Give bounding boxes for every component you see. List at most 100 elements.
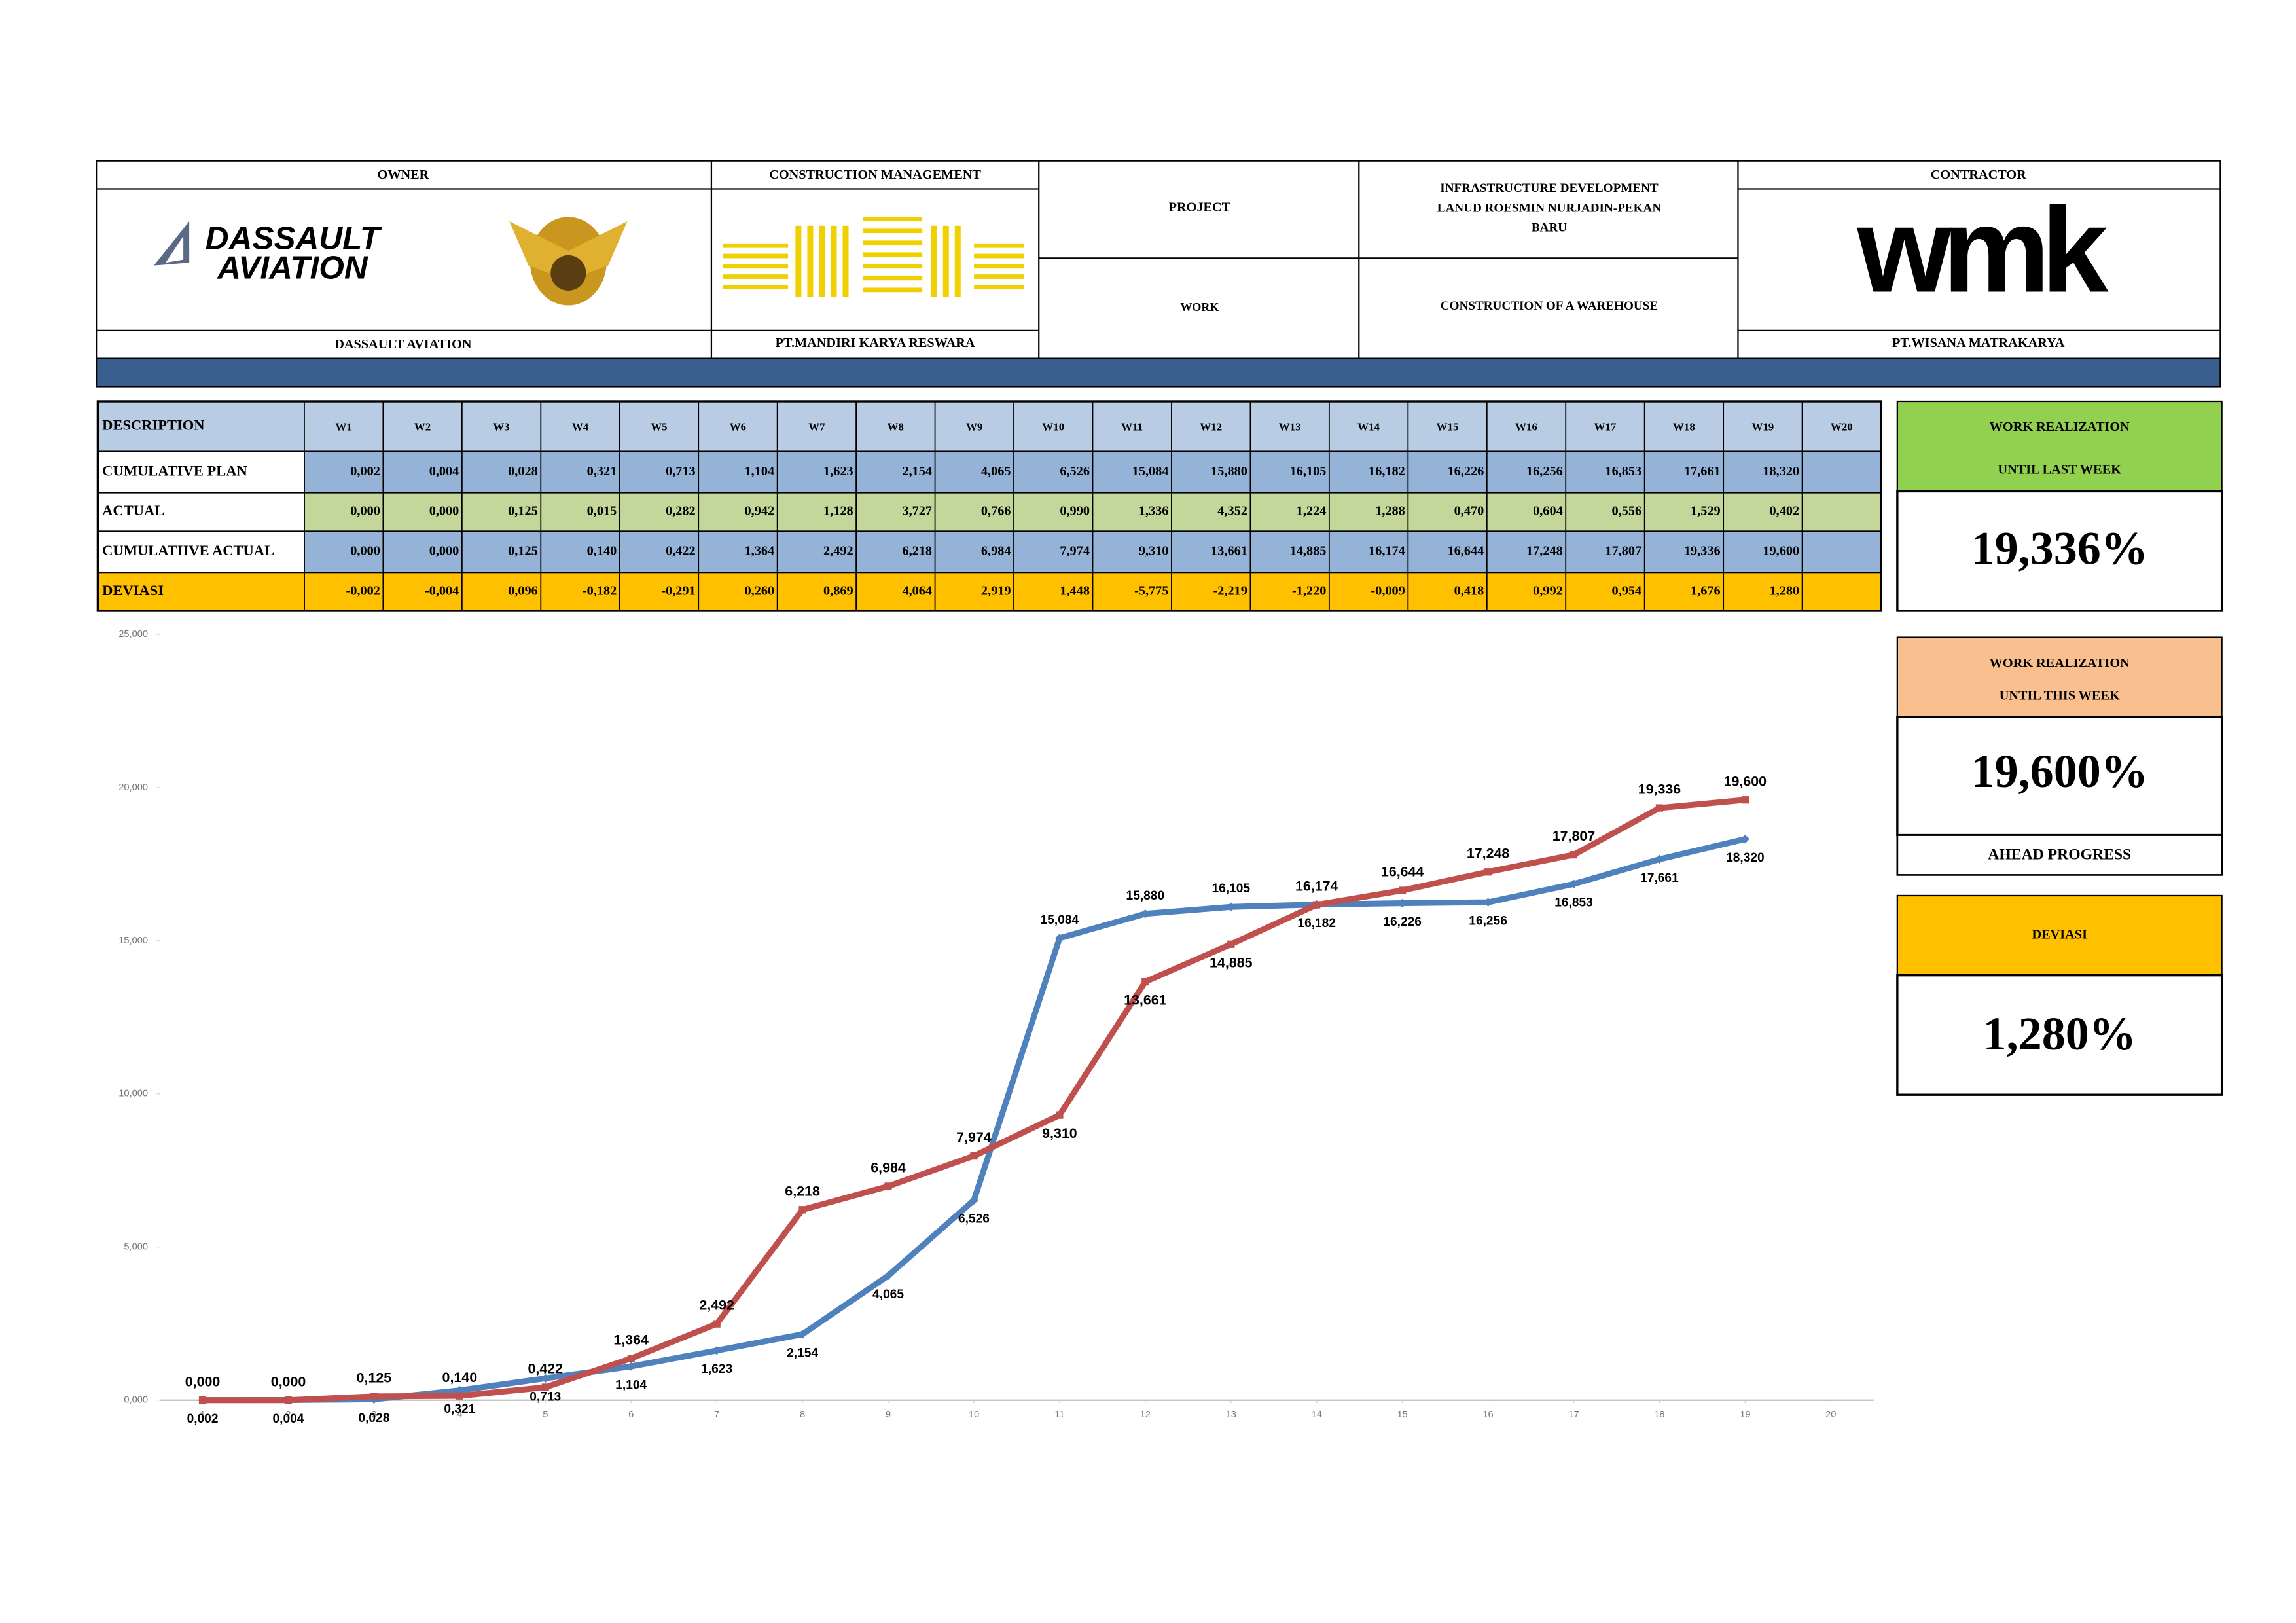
cell: 1,280 xyxy=(1769,583,1799,598)
cell: 13,661 xyxy=(1211,544,1247,558)
data-label: 16,853 xyxy=(1554,896,1593,910)
point xyxy=(1056,1111,1064,1119)
cell: -0,002 xyxy=(346,583,380,598)
data-label: 16,256 xyxy=(1469,915,1507,928)
cell: 16,182 xyxy=(1369,464,1405,479)
owner-logo-text: DASSAULT xyxy=(206,219,382,256)
point xyxy=(284,1396,293,1404)
header-band xyxy=(96,357,2221,388)
table-header: W9 xyxy=(966,420,982,433)
point xyxy=(798,1206,806,1214)
x-tick-label: 2 xyxy=(285,1410,291,1420)
cell: 0,028 xyxy=(508,464,538,479)
cell: 0,015 xyxy=(587,504,617,519)
data-label: 6,526 xyxy=(958,1213,990,1226)
cell: 0,869 xyxy=(823,583,853,598)
data-label: 18,320 xyxy=(1726,851,1765,865)
x-tick-label: 5 xyxy=(543,1410,548,1420)
cell: 1,288 xyxy=(1375,504,1405,519)
cell: 1,336 xyxy=(1139,504,1169,519)
data-label: 2,492 xyxy=(699,1298,734,1313)
cell: 19,600 xyxy=(1763,544,1799,558)
cell: 16,105 xyxy=(1290,464,1327,479)
cell: 0,000 xyxy=(429,544,459,558)
table-header: W1 xyxy=(335,420,351,433)
cell: -1,220 xyxy=(1292,583,1326,598)
point xyxy=(1483,898,1493,907)
point xyxy=(970,1152,978,1160)
owner-label: OWNER xyxy=(377,168,429,182)
x-tick-label: 18 xyxy=(1654,1410,1664,1420)
table-header: W15 xyxy=(1437,420,1459,433)
cell: 1,128 xyxy=(823,504,853,519)
point xyxy=(1313,901,1321,909)
point xyxy=(541,1383,549,1391)
cell: 7,974 xyxy=(1060,544,1090,558)
point xyxy=(627,1355,635,1362)
cell: 4,352 xyxy=(1217,504,1247,519)
data-label: 2,154 xyxy=(787,1346,818,1360)
data-label: 0,000 xyxy=(185,1374,221,1389)
cell: 4,064 xyxy=(902,583,932,598)
cell: 18,320 xyxy=(1763,464,1799,479)
work-name: CONSTRUCTION OF A WAREHOUSE xyxy=(1441,299,1658,313)
cell: 1,224 xyxy=(1297,504,1327,519)
x-tick-label: 4 xyxy=(457,1410,462,1420)
data-label: 16,226 xyxy=(1383,915,1422,929)
cell: 1,676 xyxy=(1691,583,1721,598)
data-label: 1,364 xyxy=(613,1332,649,1347)
cell: 19,336 xyxy=(1684,544,1721,558)
point xyxy=(1484,868,1492,876)
cm-name: PT.MANDIRI KARYA RESWARA xyxy=(776,336,975,350)
cell: 0,000 xyxy=(350,544,380,558)
data-label: 0,713 xyxy=(529,1391,561,1404)
table-header: W5 xyxy=(651,420,667,433)
table-header: W16 xyxy=(1515,420,1537,433)
cell: 0,713 xyxy=(666,464,696,479)
point xyxy=(884,1182,892,1190)
x-tick-label: 15 xyxy=(1397,1410,1407,1420)
x-tick-label: 9 xyxy=(886,1410,891,1420)
table-header: W6 xyxy=(730,420,746,433)
cell: 0,604 xyxy=(1533,504,1563,519)
panel-title: DEVIASI xyxy=(2032,927,2088,941)
cell: 2,492 xyxy=(823,544,853,558)
contractor-name: PT.WISANA MATRAKARYA xyxy=(1892,336,2065,350)
table-header: W11 xyxy=(1121,420,1143,433)
table-border xyxy=(96,400,1882,612)
data-label: 15,084 xyxy=(1041,913,1079,927)
cell: 6,526 xyxy=(1060,464,1090,479)
point xyxy=(1397,898,1407,908)
cell: 0,470 xyxy=(1454,504,1484,519)
cell: 0,418 xyxy=(1454,583,1484,598)
data-label: 7,974 xyxy=(956,1129,992,1145)
data-label: 0,004 xyxy=(273,1412,304,1426)
cell: 0,402 xyxy=(1769,504,1799,519)
x-tick-label: 20 xyxy=(1825,1410,1836,1420)
table-header: W4 xyxy=(572,420,589,433)
data-label: 0,140 xyxy=(442,1370,478,1385)
cell: 0,992 xyxy=(1533,583,1563,598)
panel-title: WORK REALIZATION xyxy=(1990,420,2130,434)
cell: 3,727 xyxy=(902,504,932,519)
owner-name: DASSAULT AVIATION xyxy=(334,337,472,352)
data-label: 6,218 xyxy=(785,1183,820,1199)
point xyxy=(370,1393,378,1400)
cell: 0,321 xyxy=(587,464,617,479)
x-tick-label: 12 xyxy=(1140,1410,1151,1420)
x-tick-label: 8 xyxy=(800,1410,805,1420)
cell: 1,104 xyxy=(745,464,775,479)
data-label: 16,105 xyxy=(1211,882,1250,896)
x-tick-label: 7 xyxy=(714,1410,719,1420)
cell: 9,310 xyxy=(1139,544,1169,558)
panel-body xyxy=(1896,716,2223,837)
panel-title: UNTIL THIS WEEK xyxy=(2000,688,2120,702)
cell: 6,984 xyxy=(981,544,1011,558)
data-label: 6,984 xyxy=(870,1160,906,1176)
cell: 0,000 xyxy=(429,504,459,519)
point xyxy=(1569,879,1579,888)
cell: 0,140 xyxy=(587,544,617,558)
data-label: 15,880 xyxy=(1126,889,1165,903)
cm-label: CONSTRUCTION MANAGEMENT xyxy=(769,168,981,182)
y-tick-label: 25,000 xyxy=(118,629,148,640)
